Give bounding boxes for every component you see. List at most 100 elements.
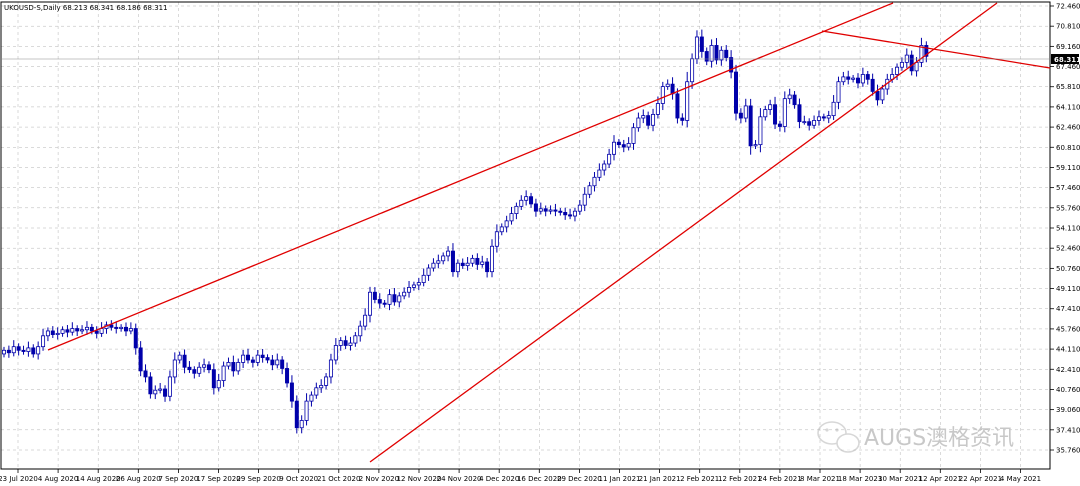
candle (572, 207, 577, 222)
candle-body-down (568, 214, 573, 217)
candle-body-down (294, 400, 299, 429)
candle (382, 299, 387, 308)
upper-trendline[interactable] (47, 2, 894, 351)
candle (675, 88, 680, 124)
candle (65, 325, 70, 338)
candle-body-up (441, 255, 446, 262)
candle (758, 108, 763, 153)
candle-body-down (182, 354, 187, 368)
x-tick-label: 12 Feb 2021 (718, 475, 762, 483)
candle-body-up (504, 220, 509, 228)
candle-body-up (694, 36, 699, 60)
candle-body-up (299, 420, 304, 429)
candle-body-up (895, 66, 900, 75)
candle (895, 63, 900, 81)
candle-body-up (36, 346, 41, 355)
candle-body-up (665, 83, 670, 87)
candle-body-down (289, 382, 294, 402)
candle-body-up (690, 58, 695, 83)
candle-body-up (241, 354, 246, 363)
candle (841, 71, 846, 86)
candle (328, 353, 333, 384)
trendlines[interactable] (47, 2, 1051, 463)
candle-body-up (812, 120, 817, 126)
candle-body-up (416, 282, 421, 286)
candle (26, 341, 31, 357)
candle (172, 352, 177, 384)
candle-body-up (685, 81, 690, 121)
candle (616, 138, 621, 148)
candle (270, 355, 275, 371)
y-tick-label: 69.160 (1056, 43, 1080, 51)
candle (372, 287, 377, 304)
candle (416, 277, 421, 291)
candle-body-up (626, 143, 631, 148)
candle-body-up (480, 261, 485, 265)
candle (846, 70, 851, 85)
candle (275, 353, 280, 369)
candle (626, 137, 631, 151)
candle (612, 135, 617, 161)
candle-body-up (655, 103, 660, 115)
candle-body-down (924, 45, 929, 57)
candle-body-up (309, 394, 314, 402)
candle (631, 123, 636, 150)
candle (836, 76, 841, 110)
candle (748, 98, 753, 155)
candle (514, 202, 519, 220)
candle (773, 96, 778, 130)
descending-trendline[interactable] (821, 30, 1051, 69)
candle-body-up (641, 115, 646, 119)
candle-body-up (709, 45, 714, 62)
candle (763, 105, 768, 121)
candle-body-up (899, 61, 904, 68)
candle (450, 243, 455, 277)
candle (363, 308, 368, 331)
candle (865, 70, 870, 85)
candle-body-up (802, 121, 807, 124)
candle-body-down (621, 144, 626, 148)
candle-body-up (26, 347, 31, 352)
candle (729, 50, 734, 79)
candle-body-down (31, 347, 36, 355)
candle (553, 203, 558, 217)
candle-body-up (782, 98, 787, 127)
candle-body-down (807, 121, 812, 126)
candle-body-down (724, 49, 729, 58)
lower-trendline[interactable] (369, 2, 998, 463)
candle (148, 372, 153, 399)
candle (2, 346, 7, 358)
candle (245, 348, 250, 364)
candle (255, 349, 260, 367)
candle (621, 139, 626, 153)
candle (211, 363, 216, 395)
candle (782, 91, 787, 133)
candle-body-down (21, 349, 26, 352)
candle-body-up (880, 88, 885, 101)
x-tick-label: 21 Oct 2020 (317, 475, 360, 483)
y-tick-label: 39.060 (1056, 406, 1080, 414)
candle-body-up (602, 163, 607, 171)
watermark: AUGS澳格资讯 (817, 421, 1014, 453)
candle-body-up (172, 359, 177, 378)
candle-body-down (558, 210, 563, 213)
candle (651, 108, 656, 132)
y-tick-label: 72.460 (1056, 3, 1080, 11)
candle-body-down (729, 57, 734, 73)
x-tick-label: 12 Apr 2021 (919, 475, 962, 483)
x-tick-label: 12 Nov 2020 (397, 475, 442, 483)
y-tick-label: 59.110 (1056, 164, 1080, 172)
candle-body-up (11, 346, 16, 354)
candle (114, 321, 119, 334)
x-tick-label: 30 Mar 2021 (878, 475, 922, 483)
candle-body-up (758, 116, 763, 146)
x-tick-label: 14 Aug 2020 (76, 475, 121, 483)
x-tick-label: 29 Dec 2020 (557, 475, 602, 483)
x-tick-label: 24 Nov 2020 (437, 475, 482, 483)
candle (109, 320, 114, 331)
candle-body-up (499, 226, 504, 233)
candle-body-up (358, 325, 363, 337)
candle-body-up (519, 199, 524, 207)
